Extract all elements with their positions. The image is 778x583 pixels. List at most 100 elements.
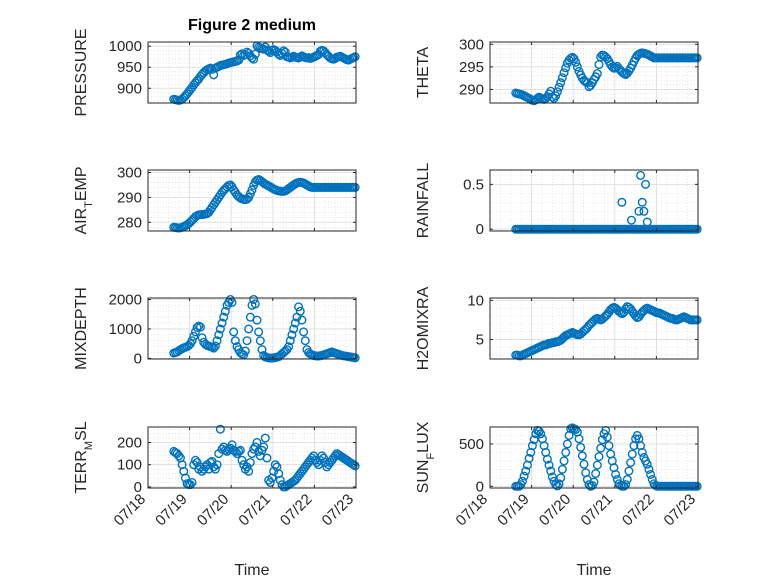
- data-point: [644, 464, 654, 474]
- data-point: [626, 458, 636, 468]
- y-axis-label: SUNFLUX: [415, 421, 437, 493]
- data-point: [636, 170, 646, 180]
- y-tick-label: 295: [459, 59, 484, 76]
- y-tick-label: 290: [459, 81, 484, 98]
- y-tick-label: 0: [134, 350, 142, 367]
- data-point: [295, 52, 305, 62]
- data-point: [639, 206, 649, 216]
- data-point: [249, 54, 259, 64]
- subplot-air_temp: 280 290 300 AIRTEMP: [73, 164, 360, 235]
- data-point: [557, 464, 567, 474]
- y-tick-label: 2000: [109, 291, 142, 308]
- data-point: [215, 324, 225, 334]
- data-point: [622, 475, 632, 485]
- data-point: [350, 52, 360, 62]
- data-point: [194, 321, 204, 331]
- data-point: [187, 477, 197, 487]
- data-point: [562, 439, 572, 449]
- data-point: [212, 336, 222, 346]
- subplot-theta: 290 295 300 THETA: [415, 36, 702, 106]
- data-point: [210, 464, 220, 474]
- data-point: [547, 472, 557, 482]
- data-point: [602, 432, 612, 442]
- data-point: [557, 73, 567, 83]
- subplot-pressure: 900 950 1000 PRESSURE: [73, 28, 360, 117]
- data-point: [297, 315, 307, 325]
- data-point: [257, 345, 267, 355]
- data-point: [349, 460, 359, 470]
- data-point: [692, 481, 702, 491]
- data-point: [295, 306, 305, 316]
- data-point: [284, 342, 294, 352]
- data-point: [527, 441, 537, 451]
- y-tick-label: 280: [117, 214, 142, 231]
- subplot-rainfall: 0 0.5 RAINFALL: [415, 163, 702, 239]
- y-axis-label: MIXDEPTH: [73, 287, 90, 370]
- data-point: [542, 454, 552, 464]
- data-point: [561, 447, 571, 457]
- data-point: [524, 453, 534, 463]
- y-axis-label: H2OMIXRA: [415, 286, 432, 370]
- axes-box: [147, 426, 357, 489]
- y-axis-label: RAINFALL: [415, 163, 432, 239]
- data-point: [559, 68, 569, 78]
- data-point: [235, 445, 245, 455]
- data-point: [252, 438, 262, 448]
- data-point: [245, 457, 255, 467]
- data-point: [596, 443, 606, 453]
- data-point: [217, 318, 227, 328]
- data-point: [174, 451, 184, 461]
- axes-box: [489, 41, 699, 104]
- data-point: [230, 446, 240, 456]
- y-tick-label: 0.5: [463, 176, 484, 193]
- data-point: [230, 336, 240, 346]
- data-point: [252, 315, 262, 325]
- data-point: [262, 453, 272, 463]
- data-point: [350, 353, 360, 363]
- y-tick-label: 10: [467, 292, 484, 309]
- y-tick-label: 0: [476, 478, 484, 495]
- data-point: [597, 435, 607, 445]
- data-point: [215, 424, 225, 434]
- data-point: [546, 466, 556, 476]
- data-point: [579, 459, 589, 469]
- data-point: [591, 469, 601, 479]
- data-point: [589, 477, 599, 487]
- axes-box: [147, 41, 357, 104]
- data-point: [350, 182, 360, 192]
- data-point: [189, 331, 199, 341]
- data-point: [190, 455, 200, 465]
- data-point: [604, 441, 614, 451]
- data-point: [692, 53, 702, 63]
- subplot-h2omixra: 5 10 H2OMIXRA: [415, 286, 702, 370]
- data-point: [627, 449, 637, 459]
- data-point: [240, 346, 250, 356]
- y-axis-label: PRESSURE: [73, 28, 90, 116]
- axes-box: [489, 426, 699, 489]
- data-point: [254, 327, 264, 337]
- data-point: [249, 294, 259, 304]
- data-point: [247, 185, 257, 195]
- data-point: [242, 336, 252, 346]
- data-point: [227, 297, 237, 307]
- data-point: [692, 315, 702, 325]
- y-tick-label: 900: [117, 80, 142, 97]
- data-point: [634, 206, 644, 216]
- y-axis-label: TERRMSL: [73, 421, 95, 493]
- axes-box: [489, 297, 699, 360]
- y-tick-label: 0: [476, 221, 484, 238]
- data-point: [554, 82, 564, 92]
- data-point: [214, 330, 224, 340]
- data-point: [289, 324, 299, 334]
- subplot-mixdepth: 0 1000 2000 MIXDEPTH: [73, 287, 360, 370]
- data-point: [572, 62, 582, 72]
- data-point: [517, 476, 527, 486]
- data-point: [594, 452, 604, 462]
- x-axis-label-left: Time: [235, 562, 270, 579]
- data-point: [209, 343, 219, 353]
- data-point: [287, 330, 297, 340]
- data-point: [260, 433, 270, 443]
- data-point: [637, 197, 647, 207]
- y-tick-label: 200: [117, 435, 142, 452]
